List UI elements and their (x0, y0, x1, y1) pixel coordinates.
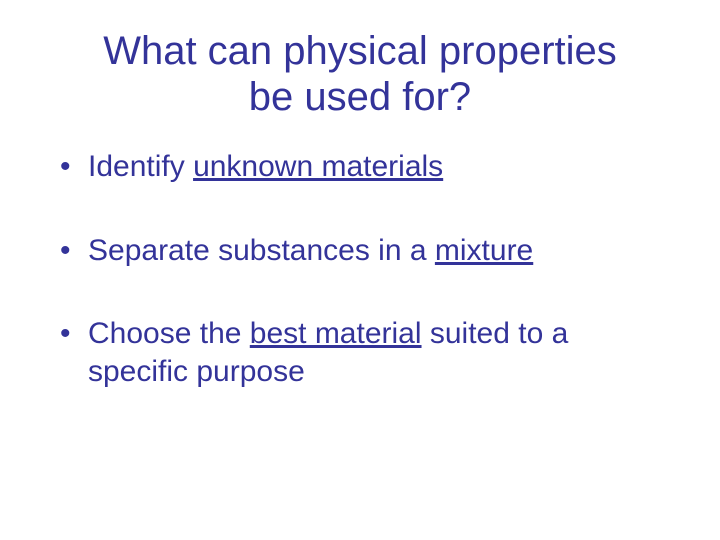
bullet-text-underline: mixture (435, 234, 533, 267)
bullet-text-pre: Separate substances in a (88, 234, 435, 267)
bullet-text-pre: Identify (88, 150, 193, 183)
bullet-text-underline: best material (250, 317, 422, 350)
bullet-item: Separate substances in a mixture (60, 232, 660, 270)
bullet-item: Identify unknown materials (60, 148, 660, 186)
bullet-text-pre: Choose the (88, 317, 250, 350)
title-line-1: What can physical properties (103, 29, 617, 73)
slide: What can physical properties be used for… (0, 0, 720, 540)
bullet-list: Identify unknown materials Separate subs… (60, 148, 660, 390)
title-line-2: be used for? (249, 75, 471, 119)
bullet-item: Choose the best material suited to a spe… (60, 315, 660, 390)
bullet-text-underline: unknown materials (193, 150, 443, 183)
slide-title: What can physical properties be used for… (60, 28, 660, 120)
